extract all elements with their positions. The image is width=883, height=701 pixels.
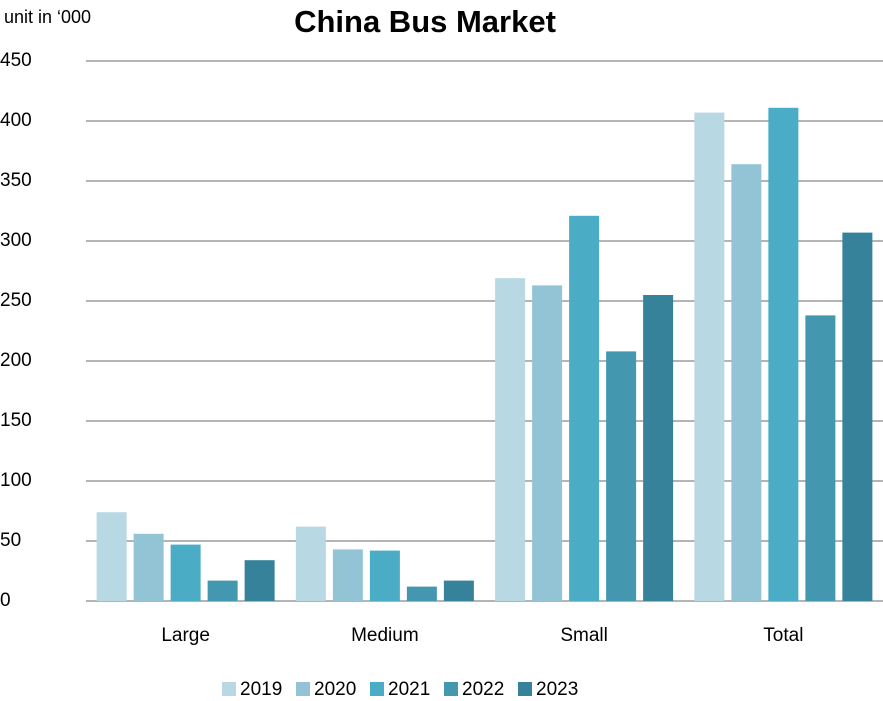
x-tick-label: Total <box>763 625 803 646</box>
bar <box>406 586 437 601</box>
bar <box>495 278 526 601</box>
legend-label: 2023 <box>536 679 578 700</box>
bar <box>606 351 637 601</box>
bar <box>532 285 563 601</box>
y-tick-label: 150 <box>0 410 32 431</box>
bar <box>569 215 600 602</box>
y-tick-label: 450 <box>0 50 32 71</box>
y-tick-label: 100 <box>0 470 32 491</box>
legend-label: 2022 <box>462 679 504 700</box>
y-tick-label: 400 <box>0 110 32 131</box>
legend-swatch <box>370 682 384 696</box>
x-tick-label: Small <box>560 625 608 646</box>
bar <box>133 533 164 601</box>
legend-label: 2019 <box>240 679 282 700</box>
bar <box>842 232 873 601</box>
bar <box>244 560 275 601</box>
legend-label: 2021 <box>388 679 430 700</box>
bar <box>443 580 474 601</box>
legend-swatch <box>444 682 458 696</box>
x-tick-label: Medium <box>351 625 419 646</box>
y-tick-label: 50 <box>0 530 21 551</box>
bar <box>207 580 238 601</box>
x-tick-label: Large <box>161 625 210 646</box>
y-tick-label: 350 <box>0 170 32 191</box>
legend-label: 2020 <box>314 679 356 700</box>
bar <box>295 526 326 601</box>
unit-note: unit in ‘000 <box>4 7 91 27</box>
y-tick-label: 250 <box>0 290 32 311</box>
bar <box>643 295 674 601</box>
bar <box>332 549 363 601</box>
bar <box>805 315 836 601</box>
legend-swatch <box>222 682 236 696</box>
bar <box>96 512 127 601</box>
bar <box>731 164 762 601</box>
chart-title: China Bus Market <box>294 4 556 39</box>
bar <box>694 112 725 601</box>
bar <box>369 550 400 601</box>
y-tick-label: 200 <box>0 350 32 371</box>
bar <box>768 107 799 602</box>
y-tick-label: 300 <box>0 230 32 251</box>
legend-swatch <box>518 682 532 696</box>
bar <box>170 544 201 601</box>
y-tick-label: 0 <box>0 590 11 611</box>
legend-swatch <box>296 682 310 696</box>
